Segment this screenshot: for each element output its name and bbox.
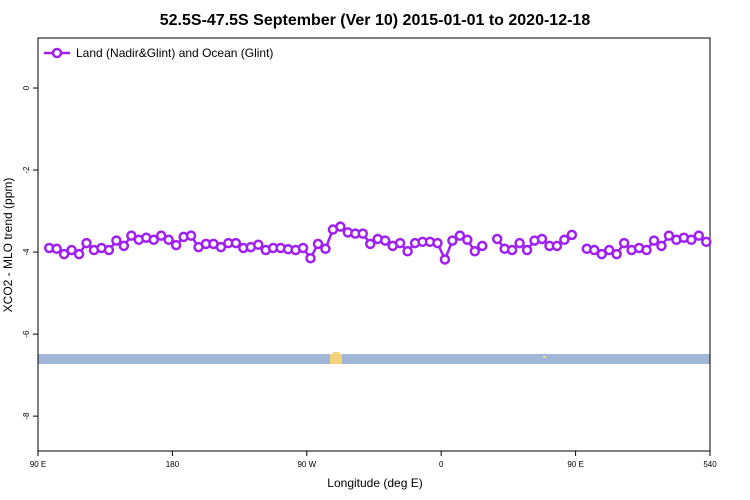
y-tick-label: 0	[22, 85, 31, 90]
data-point	[58, 248, 70, 260]
data-point	[155, 230, 167, 241]
data-point	[447, 235, 458, 246]
data-point	[163, 234, 174, 246]
land-patch	[543, 356, 546, 358]
data-point	[701, 236, 712, 248]
y-tick-label: -4	[22, 248, 31, 256]
data-point	[379, 235, 391, 246]
data-point	[491, 233, 503, 245]
x-tick-label: 180	[166, 460, 180, 469]
data-point	[118, 240, 130, 252]
data-point	[170, 239, 182, 251]
data-point	[514, 237, 525, 249]
data-point	[297, 242, 309, 254]
data-point	[551, 240, 563, 252]
x-tick-label: 90 W	[297, 460, 316, 469]
data-point	[230, 237, 242, 249]
x-tick-label: 90 E	[30, 460, 46, 469]
data-point	[185, 230, 197, 241]
data-point	[402, 246, 413, 257]
data-point	[462, 234, 473, 246]
data-point	[566, 229, 578, 241]
data-point	[589, 244, 600, 256]
y-tick-label: -6	[22, 330, 31, 338]
x-tick-label: 0	[439, 460, 444, 469]
y-tick-label: -8	[22, 412, 31, 420]
legend-label: Land (Nadir&Glint) and Ocean (Glint)	[76, 46, 273, 60]
data-point	[469, 246, 481, 257]
data-point	[320, 243, 331, 255]
x-tick-label: 90 E	[567, 460, 583, 469]
data-point	[686, 234, 697, 246]
data-point	[596, 248, 607, 260]
data-point	[641, 244, 652, 256]
data-point	[477, 240, 488, 252]
land-patch	[333, 352, 339, 355]
y-tick-label: -2	[22, 166, 31, 174]
data-point	[148, 234, 159, 246]
data-point	[81, 237, 92, 249]
data-point	[521, 244, 533, 256]
data-point	[693, 230, 705, 241]
data-point	[51, 243, 62, 255]
land-patch	[330, 354, 342, 364]
y-axis-label: XCO2 - MLO trend (ppm)	[1, 178, 15, 313]
data-point	[215, 241, 227, 253]
legend-marker	[51, 47, 63, 59]
data-point	[111, 235, 122, 246]
data-point	[432, 237, 443, 249]
data-point	[663, 230, 675, 241]
x-tick-label: 540	[703, 460, 717, 469]
data-point	[648, 235, 660, 246]
data-point	[454, 230, 466, 241]
data-point	[126, 230, 137, 241]
land-ocean-strip	[38, 352, 710, 364]
data-point	[536, 233, 548, 245]
data-point	[394, 237, 406, 249]
data-point	[312, 238, 324, 250]
data-point	[603, 244, 615, 256]
data-point	[439, 254, 451, 265]
data-point	[73, 248, 85, 260]
data-point	[656, 240, 667, 252]
x-axis-label: Longitude (deg E)	[327, 476, 422, 490]
data-point	[357, 228, 369, 239]
data-point	[103, 244, 115, 256]
data-point	[335, 221, 346, 232]
chart-title: 52.5S-47.5S September (Ver 10) 2015-01-0…	[160, 12, 591, 29]
data-point	[618, 237, 630, 249]
data-point	[66, 244, 77, 256]
data-point	[253, 239, 264, 250]
ocean-strip	[38, 354, 710, 364]
data-point	[611, 248, 622, 260]
data-point	[559, 234, 570, 246]
data-point	[305, 252, 316, 264]
data-point	[506, 244, 518, 256]
data-point	[365, 238, 376, 250]
